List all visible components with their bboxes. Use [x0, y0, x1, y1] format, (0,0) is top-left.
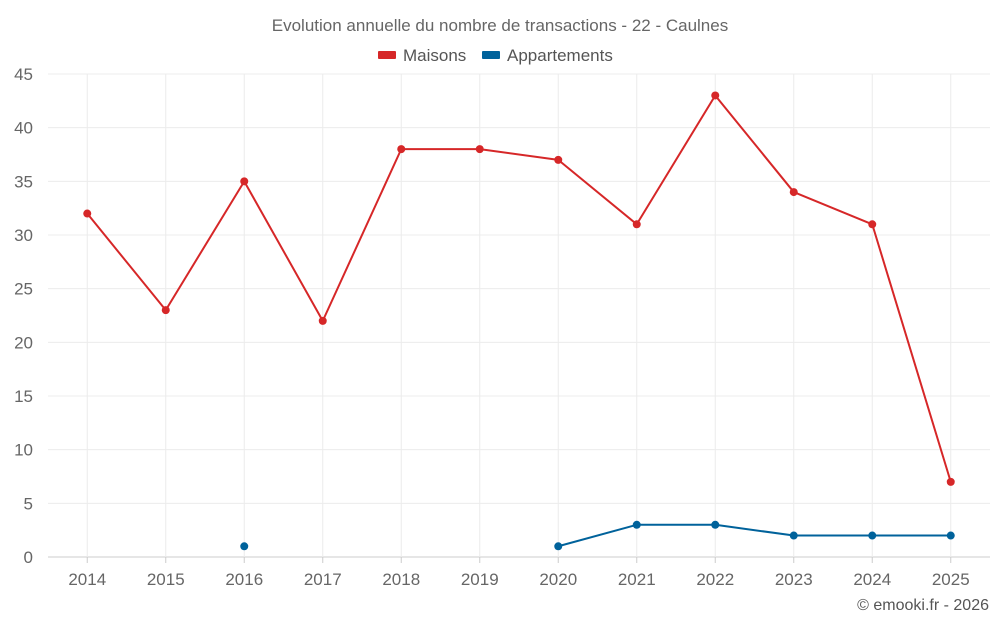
y-tick-label: 45 [14, 65, 33, 84]
legend-label-maisons: Maisons [403, 46, 466, 65]
x-tick-label: 2022 [696, 570, 734, 589]
data-point-maisons[interactable] [554, 155, 563, 164]
x-tick-label: 2015 [147, 570, 185, 589]
y-tick-label: 20 [14, 333, 33, 352]
data-point-maisons[interactable] [711, 91, 720, 100]
legend-item-appartements[interactable]: Appartements [482, 46, 613, 65]
legend-label-appartements: Appartements [507, 46, 613, 65]
data-point-maisons[interactable] [475, 145, 484, 154]
data-point-appartements[interactable] [240, 542, 249, 551]
data-point-maisons[interactable] [83, 209, 92, 218]
x-tick-label: 2017 [304, 570, 342, 589]
chart-title: Evolution annuelle du nombre de transact… [272, 16, 728, 35]
y-axis: 0 5 10 15 20 25 30 35 40 45 [14, 65, 33, 567]
x-axis: 2014 2015 2016 2017 2018 2019 2020 2021 2022 2023… [68, 557, 970, 589]
data-point-maisons[interactable] [868, 220, 877, 229]
series-line-maisons [86, 94, 952, 483]
x-tick-label: 2019 [461, 570, 499, 589]
data-point-maisons[interactable] [318, 316, 327, 325]
data-point-maisons[interactable] [946, 477, 955, 486]
grid [48, 73, 990, 558]
y-tick-label: 15 [14, 387, 33, 406]
y-tick-label: 30 [14, 226, 33, 245]
data-point-appartements[interactable] [632, 520, 641, 529]
data-point-maisons[interactable] [161, 306, 170, 315]
x-tick-label: 2023 [775, 570, 813, 589]
data-point-maisons[interactable] [632, 220, 641, 229]
y-tick-label: 10 [14, 441, 33, 460]
x-tick-label: 2020 [539, 570, 577, 589]
x-tick-label: 2021 [618, 570, 656, 589]
data-point-appartements[interactable] [554, 542, 563, 551]
legend-swatch-appartements [482, 51, 500, 59]
data-point-appartements[interactable] [946, 531, 955, 540]
x-tick-label: 2014 [68, 570, 106, 589]
copyright-text: © emooki.fr - 2026 [857, 597, 989, 614]
legend[interactable]: Maisons Appartements [378, 46, 613, 65]
data-point-appartements[interactable] [789, 531, 798, 540]
series-line-appartements [557, 523, 951, 548]
series-layer [83, 91, 955, 551]
data-point-maisons[interactable] [789, 188, 798, 197]
legend-swatch-maisons [378, 51, 396, 59]
x-tick-label: 2025 [932, 570, 970, 589]
y-tick-label: 5 [24, 494, 33, 513]
data-point-appartements[interactable] [711, 520, 720, 529]
y-tick-label: 35 [14, 172, 33, 191]
y-tick-label: 40 [14, 119, 33, 138]
data-point-appartements[interactable] [868, 531, 877, 540]
data-point-maisons[interactable] [397, 145, 406, 154]
y-tick-label: 25 [14, 280, 33, 299]
x-tick-label: 2018 [382, 570, 420, 589]
y-tick-label: 0 [24, 548, 33, 567]
x-tick-label: 2024 [853, 570, 891, 589]
x-tick-label: 2016 [225, 570, 263, 589]
data-point-maisons[interactable] [240, 177, 249, 186]
legend-item-maisons[interactable]: Maisons [378, 46, 466, 65]
